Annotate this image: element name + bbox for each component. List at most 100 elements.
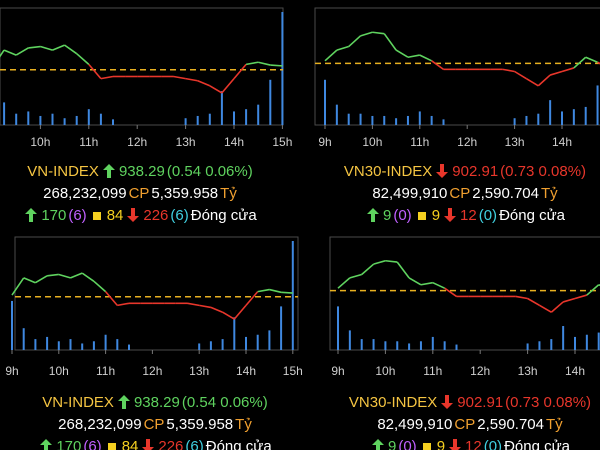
price-line-segment: [70, 272, 83, 279]
up-icon: [102, 164, 115, 178]
volume-bar: [538, 341, 541, 350]
price-line-segment: [419, 54, 432, 62]
x-tick-label: 12h: [457, 135, 477, 149]
volume-bar: [75, 115, 78, 125]
summary-line: 268,232,099 CP 5,359.958 Tỷ: [0, 415, 315, 435]
volume-bar: [257, 104, 260, 125]
icon-shape: [25, 208, 38, 222]
index-price: 902.91: [457, 394, 504, 411]
index-change: (0.54 0.06%): [181, 394, 268, 411]
x-tick-label: 11h: [96, 364, 115, 378]
volume-bar: [196, 115, 199, 125]
price-line-segment: [549, 70, 563, 76]
volume-bar: [585, 334, 588, 350]
price-line-segment: [52, 44, 65, 51]
price-line-segment: [361, 263, 375, 276]
trade-value: 2,590.704: [472, 185, 539, 202]
index-change: (0.54 0.06%): [166, 163, 253, 180]
summary-line: 9 (0) 9 12 (0) Đóng cửa: [310, 437, 600, 450]
x-tick-label: 10h: [30, 135, 50, 149]
advances: 9: [383, 207, 392, 224]
price-line-segment: [586, 284, 600, 296]
x-tick-label: 11h: [410, 135, 429, 149]
plot-frame: [329, 236, 600, 351]
volume-bar: [15, 113, 18, 125]
down-icon: [127, 208, 140, 222]
volume-bar: [104, 334, 107, 350]
ceiling-count: (0): [398, 438, 417, 450]
volume-bar: [208, 113, 211, 125]
x-tick-label: 10h: [375, 364, 395, 378]
price-line-segment: [526, 77, 539, 87]
price-line-segment: [28, 45, 41, 49]
price-line-segment: [88, 63, 102, 80]
volume-bar: [383, 115, 386, 125]
price-line-segment: [395, 49, 409, 58]
plot-frame: [14, 236, 299, 351]
volume-bar: [372, 339, 375, 350]
volume-bar: [34, 339, 37, 350]
down-icon: [142, 439, 155, 450]
x-tick-label: 14h: [552, 135, 572, 149]
volume-bar: [596, 85, 599, 125]
volume-bar: [526, 343, 529, 350]
price-line-segment: [34, 275, 48, 284]
x-tick-label: 9h: [318, 135, 331, 149]
volume-bar: [408, 343, 411, 350]
volume-bar: [112, 119, 114, 125]
unchanged: 84: [121, 438, 139, 450]
volume-bar: [220, 91, 223, 125]
summary-line: 268,232,099 CP 5,359.958 Tỷ: [0, 184, 300, 204]
up-icon: [40, 439, 53, 450]
declines: 12: [460, 207, 477, 224]
price-line-segment: [324, 49, 338, 62]
volume-bar: [359, 113, 362, 125]
unchanged: 84: [106, 207, 124, 224]
down-icon: [449, 439, 462, 450]
price-line-segment: [11, 277, 25, 296]
price-line-segment: [199, 304, 212, 309]
volume-bar: [233, 317, 236, 350]
volume-bar: [597, 332, 600, 350]
summary-line: VN-INDEX 938.29 (0.54 0.06%): [0, 393, 315, 413]
volume-bar: [395, 118, 398, 125]
price-line-segment: [173, 75, 186, 80]
x-tick-label: 14h: [224, 135, 244, 149]
x-tick-label: 10h: [49, 364, 69, 378]
declines: 226: [143, 207, 169, 224]
icon-shape: [102, 164, 115, 178]
volume-bar: [269, 79, 272, 125]
volume-bar: [418, 111, 421, 125]
summary-line: 170 (6) 84 226 (6) Đóng cửa: [0, 437, 315, 450]
up-icon: [25, 208, 38, 222]
volume-bar: [46, 336, 49, 350]
price-line-segment: [245, 61, 259, 66]
volume-bar: [184, 118, 187, 125]
price-line-segment: [562, 297, 576, 303]
volume-bar: [99, 113, 102, 125]
price-line-segment: [574, 294, 588, 300]
price-line-segment: [233, 63, 247, 80]
volume-bar: [116, 339, 119, 350]
volume-bar: [406, 115, 409, 125]
volume-bar: [22, 328, 25, 350]
x-tick-label: 9h: [5, 364, 18, 378]
price-line-segment: [100, 75, 114, 80]
volume-bar: [360, 339, 363, 350]
value-unit: Tỷ: [220, 185, 237, 202]
volume-bar: [87, 109, 90, 125]
x-tick-label: 11h: [423, 364, 442, 378]
summary-line: VN30-INDEX 902.91 (0.73 0.08%): [310, 393, 600, 413]
summary-line: VN30-INDEX 902.91 (0.73 0.08%): [305, 162, 600, 182]
advances: 170: [56, 438, 82, 450]
volume-bar: [430, 115, 433, 125]
declines: 226: [158, 438, 184, 450]
status: Đóng cửa: [499, 207, 565, 224]
down-icon: [444, 208, 457, 222]
price-line-segment: [64, 44, 78, 55]
x-tick-label: 11h: [79, 135, 98, 149]
price-line-segment: [432, 281, 445, 289]
index-name: VN30-INDEX: [348, 394, 438, 411]
price-line-segment: [431, 60, 444, 71]
